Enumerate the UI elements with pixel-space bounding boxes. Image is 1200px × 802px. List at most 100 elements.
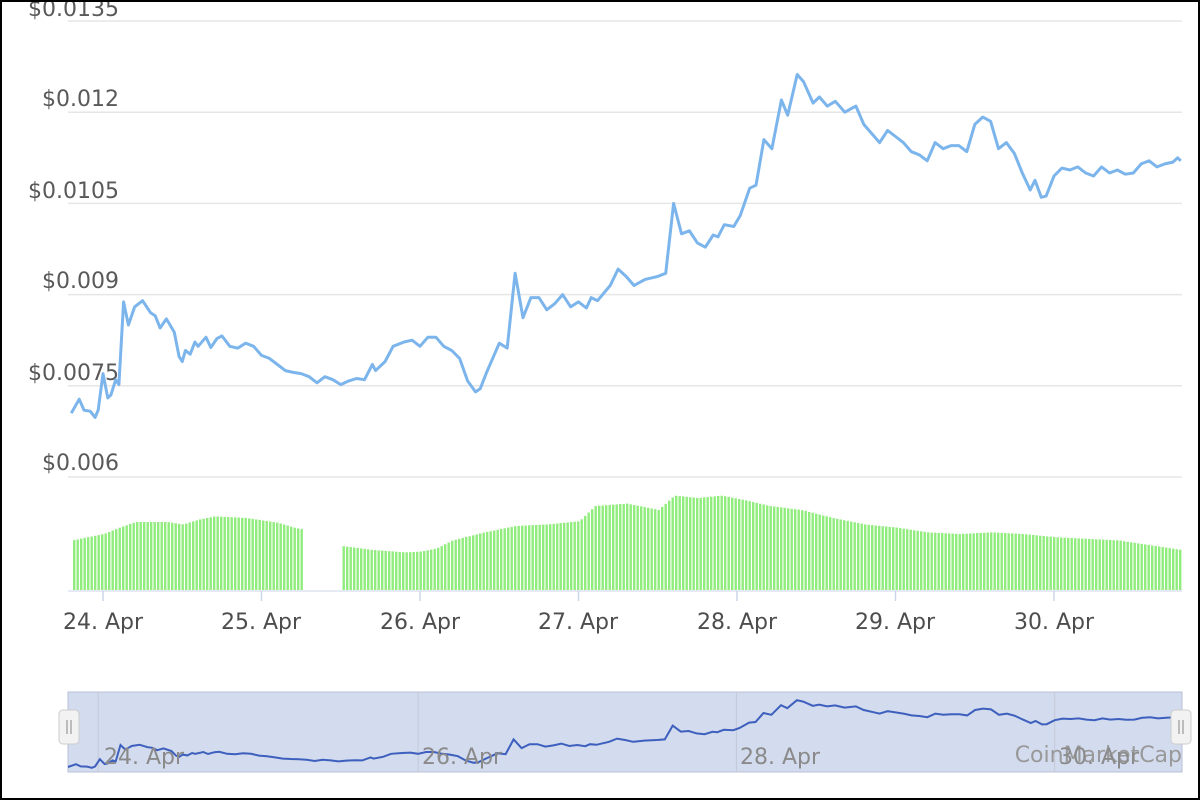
volume-bar bbox=[500, 529, 503, 590]
volume-bar bbox=[1070, 538, 1073, 590]
volume-bar bbox=[930, 532, 933, 590]
volume-bar bbox=[185, 523, 188, 590]
volume-bar bbox=[349, 547, 352, 590]
volume-bar bbox=[472, 535, 475, 590]
volume-bar bbox=[657, 509, 660, 590]
x-tick-label: 26. Apr bbox=[380, 610, 461, 635]
x-tick-label: 29. Apr bbox=[855, 610, 936, 635]
volume-bar bbox=[209, 517, 212, 590]
volume-bar bbox=[293, 527, 296, 590]
volume-bar bbox=[969, 533, 972, 590]
volume-bar bbox=[727, 496, 730, 590]
y-tick-label: $0.012 bbox=[42, 87, 119, 112]
volume-bar bbox=[710, 496, 713, 590]
volume-bar bbox=[580, 519, 583, 590]
volume-bar bbox=[384, 550, 387, 590]
volume-bar bbox=[94, 535, 97, 590]
volume-bar bbox=[615, 504, 618, 590]
volume-bar bbox=[713, 496, 716, 590]
volume-bar bbox=[188, 522, 191, 590]
volume-bar bbox=[1154, 546, 1157, 590]
volume-bar bbox=[1126, 541, 1129, 590]
volume-bar bbox=[528, 525, 531, 590]
volume-bar bbox=[507, 527, 510, 590]
volume-bar bbox=[762, 504, 765, 590]
volume-bar bbox=[220, 516, 223, 590]
volume-bar bbox=[430, 549, 433, 590]
volume-bar bbox=[706, 497, 709, 590]
y-tick-label: $0.006 bbox=[42, 451, 119, 476]
volume-bar bbox=[741, 499, 744, 590]
volume-bar bbox=[1147, 545, 1150, 590]
volume-bar bbox=[388, 551, 391, 590]
volume-bar bbox=[489, 531, 492, 590]
volume-bar bbox=[1123, 541, 1126, 590]
volume-bar bbox=[1144, 544, 1147, 590]
volume-bar bbox=[850, 521, 853, 590]
volume-bar bbox=[612, 504, 615, 590]
volume-bar bbox=[454, 539, 457, 590]
volume-bar bbox=[1165, 547, 1168, 590]
volume-bar bbox=[192, 521, 195, 590]
volume-bar bbox=[818, 514, 821, 590]
volume-bar bbox=[1130, 542, 1133, 590]
navigator[interactable]: 24. Apr 26. Apr 28. Apr CoinMarketCap 30… bbox=[58, 691, 1192, 773]
volume-bar bbox=[73, 540, 76, 590]
volume-bar bbox=[157, 522, 160, 590]
volume-bar bbox=[136, 522, 139, 590]
x-tick-label: 30. Apr bbox=[1014, 610, 1095, 635]
volume-bar bbox=[90, 536, 93, 590]
volume-bar bbox=[1049, 536, 1052, 590]
volume-bar bbox=[227, 517, 230, 590]
volume-bar bbox=[381, 550, 384, 590]
volume-bar bbox=[647, 507, 650, 590]
volume-bar bbox=[696, 497, 699, 590]
volume-bar bbox=[577, 521, 580, 590]
volume-bar bbox=[752, 502, 755, 590]
navigator-handle-left[interactable] bbox=[58, 709, 80, 745]
volume-bar bbox=[129, 524, 132, 590]
volume-bar bbox=[363, 548, 366, 590]
volume-bar bbox=[895, 527, 898, 590]
volume-bar bbox=[675, 495, 678, 590]
volume-bar bbox=[101, 534, 104, 590]
volume-bar bbox=[150, 522, 153, 590]
volume-bar bbox=[874, 525, 877, 590]
volume-bar bbox=[563, 522, 566, 590]
volume-bar bbox=[1161, 547, 1164, 590]
volume-bar bbox=[941, 533, 944, 590]
volume-bar bbox=[913, 530, 916, 590]
volume-bar bbox=[836, 518, 839, 590]
volume-bar bbox=[97, 535, 100, 590]
volume-bar bbox=[437, 547, 440, 590]
volume-bar bbox=[937, 532, 940, 590]
volume-bar bbox=[132, 522, 135, 590]
volume-bar bbox=[734, 498, 737, 590]
volume-bar bbox=[244, 517, 247, 590]
volume-bar bbox=[549, 524, 552, 590]
volume-bar bbox=[143, 522, 146, 590]
volume-bar bbox=[759, 503, 762, 590]
volume-bar bbox=[276, 522, 279, 590]
volume-bar bbox=[395, 551, 398, 590]
volume-bar bbox=[374, 550, 377, 590]
volume-bar bbox=[1018, 533, 1021, 590]
volume-bar bbox=[958, 534, 961, 590]
volume-bar bbox=[867, 524, 870, 590]
volume-bar bbox=[461, 537, 464, 590]
volume-bar bbox=[643, 507, 646, 590]
volume-bar bbox=[405, 552, 408, 590]
volume-bar bbox=[1007, 533, 1010, 590]
volume-bar bbox=[654, 509, 657, 590]
volume-bar bbox=[510, 526, 513, 590]
volume-bar bbox=[272, 522, 275, 590]
volume-bar bbox=[486, 531, 489, 590]
volume-bar bbox=[720, 495, 723, 590]
volume-bar bbox=[1119, 540, 1122, 590]
volume-bar bbox=[587, 512, 590, 590]
navigator-handle-right[interactable] bbox=[1170, 709, 1192, 745]
volume-bar bbox=[402, 552, 405, 590]
volume-bar bbox=[398, 552, 401, 590]
volume-bar bbox=[692, 497, 695, 590]
